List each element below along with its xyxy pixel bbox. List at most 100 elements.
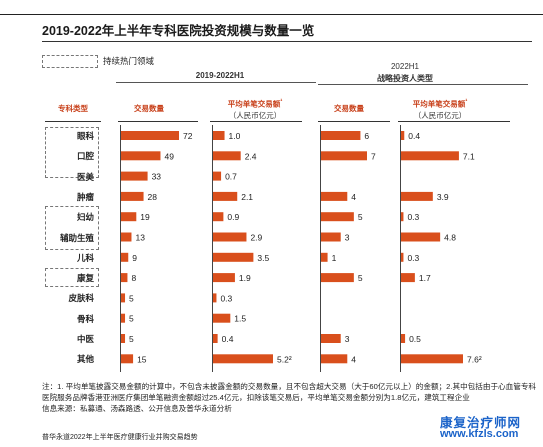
bar — [401, 273, 415, 283]
bar — [121, 252, 129, 262]
header-avg-left-unit: （人民币亿元） — [228, 110, 282, 120]
group-rule-right — [318, 84, 528, 85]
bar — [213, 293, 217, 303]
header-avg-left-sup: ¹ — [280, 98, 283, 105]
bar — [321, 252, 328, 262]
bar-value-label: 4.8 — [444, 233, 456, 243]
highlight-box-2 — [45, 206, 99, 250]
header-avg-right: 平均单笔交易额¹ （人民币亿元） — [390, 96, 490, 121]
bar-value-label: 2.4 — [245, 151, 257, 161]
bar-value-label: 7 — [371, 151, 376, 161]
bar-value-label: 3 — [345, 233, 350, 243]
header-count-right: 交易数量 — [334, 104, 364, 113]
bar — [213, 273, 235, 283]
category-label: 其他 — [76, 354, 94, 365]
category-label: 中医 — [76, 334, 94, 344]
bar — [321, 212, 354, 222]
bar — [121, 151, 161, 161]
bar — [401, 191, 433, 201]
bar — [321, 273, 354, 283]
group-label-right-year: 2022H1 — [390, 62, 420, 71]
bar-value-label: 1.9 — [239, 273, 251, 283]
bar — [121, 171, 148, 181]
bar — [121, 191, 144, 201]
bar — [213, 313, 231, 323]
category-label: 康复 — [76, 273, 94, 284]
bar — [401, 334, 406, 343]
bar — [213, 191, 238, 201]
rule-count-left — [118, 121, 198, 122]
axis-avg-left — [212, 125, 213, 372]
bar — [321, 151, 367, 161]
bar-value-label: 13 — [135, 233, 145, 243]
bar-value-label: 1 — [332, 253, 337, 263]
bar-value-label: 49 — [164, 151, 174, 161]
bar — [321, 232, 341, 242]
category-label: 妇幼 — [76, 212, 94, 223]
category-label: 口腔 — [76, 151, 94, 162]
group-rule-left — [116, 82, 316, 83]
category-label: 骨科 — [76, 313, 94, 324]
rule-avg-left — [210, 121, 302, 122]
category-label: 医美 — [76, 171, 94, 182]
bar-value-label: 0.4 — [222, 334, 234, 344]
axis-count-left — [120, 125, 121, 372]
bar — [121, 293, 126, 303]
group-label-left: 2019-2022H1 — [195, 71, 245, 80]
bar-value-label: 5 — [129, 293, 134, 303]
bar — [213, 212, 224, 222]
source-text: 信息来源：私募通、汤森路透、公开信息及普华永道分析 — [42, 404, 232, 413]
bar-value-label: 3 — [345, 334, 350, 344]
legend-label: 持续热门领域 — [103, 56, 155, 66]
axis-count-right — [320, 125, 321, 372]
header-avg-right-unit: （人民币亿元） — [413, 110, 467, 120]
header-avg-right-sup: ¹ — [465, 98, 468, 105]
bar — [121, 232, 132, 242]
notes-text: 注：1. 平均单笔披露交易金额的计算中，不包含未披露金额的交易数量，且不包含超大… — [42, 382, 537, 402]
bar-value-label: 5.2² — [277, 354, 292, 364]
top-rule — [0, 14, 543, 15]
rule-category — [45, 121, 101, 122]
notes: 注：1. 平均单笔披露交易金额的计算中，不包含未披露金额的交易数量，且不包含超大… — [42, 381, 540, 414]
rule-avg-right — [398, 121, 510, 122]
bar — [401, 354, 463, 364]
bar-value-label: 2.9 — [250, 233, 262, 243]
bar — [121, 354, 134, 364]
bar-value-label: 6 — [364, 131, 369, 141]
bar-value-label: 15 — [137, 354, 147, 364]
bar — [213, 334, 218, 343]
bar-value-label: 7.1 — [463, 151, 475, 161]
bar-value-label: 1.0 — [229, 131, 241, 141]
bar-value-label: 8 — [131, 273, 136, 283]
bar-value-label: 0.7 — [225, 172, 237, 182]
bar-value-label: 5 — [129, 314, 134, 324]
bar-value-label: 0.9 — [227, 212, 239, 222]
category-label: 儿科 — [76, 252, 94, 263]
group-label-right-type: 战略投资人类型 — [377, 74, 433, 83]
bar — [321, 354, 348, 364]
bar — [213, 232, 247, 242]
header-avg-right-text: 平均单笔交易额 — [412, 99, 466, 109]
bar — [401, 131, 405, 140]
bar — [213, 151, 241, 161]
highlight-box-1 — [45, 127, 99, 178]
header-count-left: 交易数量 — [134, 104, 164, 113]
bar-value-label: 3.9 — [437, 192, 449, 202]
bar — [121, 212, 137, 222]
bar — [321, 191, 348, 201]
bar-value-label: 5 — [129, 334, 134, 344]
bar-value-label: 9 — [132, 253, 137, 263]
bar — [121, 131, 179, 140]
legend-dashed-box — [42, 55, 98, 68]
bar — [401, 212, 404, 222]
bar-value-label: 3.5 — [257, 253, 269, 263]
bar — [121, 313, 126, 323]
bar-value-label: 19 — [140, 212, 150, 222]
bar-value-label: 0.3 — [407, 253, 419, 263]
bar — [213, 354, 273, 364]
watermark-url: www.kfzls.com — [440, 428, 519, 440]
bar-value-label: 7.6² — [467, 354, 482, 364]
bar-value-label: 33 — [152, 172, 162, 182]
bar-value-label: 0.4 — [408, 131, 420, 141]
